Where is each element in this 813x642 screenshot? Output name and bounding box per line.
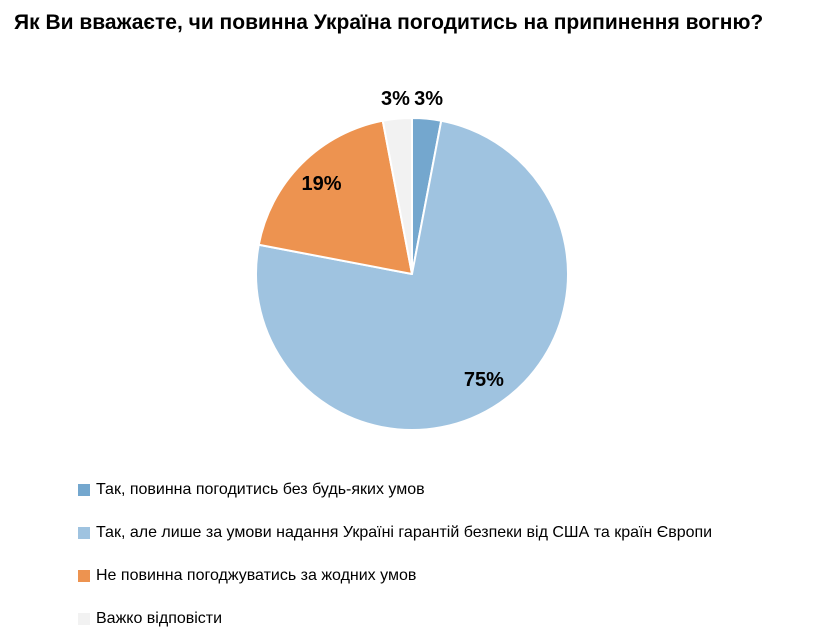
legend-swatch-0 [78,484,90,496]
slice-data-label-0: 3% [414,87,444,110]
legend-item-1: Так, але лише за умови надання Україні г… [78,523,712,543]
pie-slice-3 [381,117,413,275]
legend-item-0: Так, повинна погодитись без будь-яких ум… [78,480,712,500]
pie-slice-2 [257,119,413,275]
slice-data-label-3: 3% [380,87,410,110]
legend-label-0: Так, повинна погодитись без будь-яких ум… [96,481,425,498]
legend: Так, повинна погодитись без будь-яких ум… [78,480,712,642]
pie-chart [255,117,569,431]
page-title: Як Ви вважаєте, чи повинна Україна погод… [14,11,764,34]
slice-data-label-1: 75% [463,368,504,391]
legend-label-2: Не повинна погоджуватись за жодних умов [96,567,417,584]
legend-item-3: Важко відповісти [78,609,712,629]
legend-swatch-2 [78,570,90,582]
legend-swatch-1 [78,527,90,539]
legend-label-1: Так, але лише за умови надання Україні г… [96,524,713,541]
legend-label-3: Важко відповісти [96,610,223,627]
legend-swatch-3 [78,613,90,625]
legend-item-2: Не повинна погоджуватись за жодних умов [78,566,712,586]
pie-slice-1 [255,119,569,431]
slice-data-label-2: 19% [301,172,342,195]
